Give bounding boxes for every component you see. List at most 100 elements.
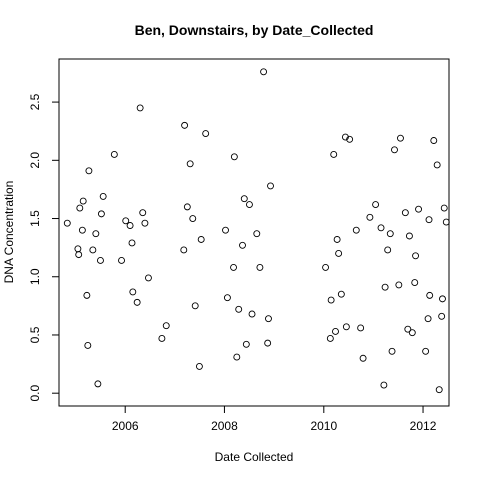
data-point — [84, 342, 92, 349]
data-point — [435, 386, 443, 394]
data-point — [122, 217, 130, 225]
y-tick-label: 1.0 — [28, 268, 42, 285]
data-point — [191, 302, 199, 310]
data-point — [426, 291, 434, 299]
data-point — [253, 230, 261, 238]
x-axis-label: Date Collected — [215, 450, 294, 464]
data-point — [197, 236, 205, 243]
data-point — [139, 209, 147, 217]
data-point — [248, 310, 256, 318]
data-point — [74, 245, 82, 253]
y-tick-label: 1.5 — [28, 210, 42, 227]
data-point — [357, 324, 365, 332]
data-point — [380, 381, 388, 389]
data-point — [424, 315, 432, 323]
data-point — [430, 137, 438, 144]
data-point — [391, 146, 398, 154]
data-point — [327, 296, 335, 304]
data-point — [118, 257, 125, 264]
data-point — [158, 335, 166, 342]
data-point — [63, 219, 71, 227]
data-point — [189, 215, 197, 222]
data-point — [239, 241, 246, 249]
data-point — [99, 192, 107, 200]
x-tick-label: 2008 — [211, 419, 238, 433]
data-point — [381, 283, 389, 291]
data-point — [128, 239, 136, 247]
data-point — [397, 134, 404, 142]
data-point — [425, 216, 433, 224]
data-point — [230, 263, 237, 271]
data-point — [240, 195, 248, 203]
x-tick-label: 2012 — [410, 419, 437, 433]
data-point — [412, 252, 420, 260]
data-point — [97, 257, 104, 264]
data-point — [89, 246, 97, 254]
data-point — [439, 295, 446, 303]
data-point — [408, 329, 416, 337]
data-point — [97, 210, 105, 218]
data-point — [183, 203, 191, 211]
data-point — [76, 204, 84, 212]
data-point — [79, 197, 87, 205]
data-point — [405, 232, 413, 240]
data-point — [388, 347, 396, 355]
data-point — [83, 291, 91, 299]
x-tick-label: 2010 — [310, 419, 337, 433]
data-point — [245, 201, 253, 209]
data-point — [223, 294, 231, 302]
data-point — [85, 167, 93, 175]
data-point — [401, 209, 409, 217]
x-axis: 2006 2008 2010 2012 — [112, 405, 437, 433]
data-points — [63, 68, 450, 394]
data-point — [333, 236, 341, 243]
data-point — [322, 263, 330, 271]
y-tick-label: 0.0 — [28, 385, 42, 402]
data-point — [377, 224, 385, 232]
data-point — [260, 68, 268, 76]
data-point — [92, 230, 100, 238]
data-point — [94, 380, 102, 388]
data-point — [422, 347, 430, 355]
data-point — [264, 339, 272, 347]
data-point — [267, 182, 274, 190]
data-point — [433, 161, 441, 169]
data-point — [195, 362, 203, 370]
data-point — [265, 315, 272, 323]
data-point — [162, 322, 170, 330]
y-axis: 0.0 0.5 1.0 1.5 2.0 2.5 — [28, 93, 60, 402]
data-point — [141, 219, 149, 227]
data-point — [144, 274, 152, 282]
data-point — [242, 340, 250, 348]
data-point — [404, 325, 412, 333]
data-point — [330, 151, 338, 158]
data-point — [256, 263, 264, 271]
y-tick-label: 2.0 — [28, 152, 42, 169]
data-point — [202, 130, 210, 137]
data-point — [395, 281, 403, 289]
data-point — [440, 204, 448, 212]
data-point — [386, 230, 394, 238]
data-point — [352, 226, 360, 234]
data-point — [384, 246, 392, 254]
data-point — [341, 133, 349, 141]
data-point — [346, 135, 354, 143]
data-point — [133, 298, 141, 306]
data-point — [438, 312, 446, 320]
data-point — [366, 213, 374, 221]
data-point — [332, 328, 339, 335]
chart-title: Ben, Downstairs, by Date_Collected — [135, 22, 374, 38]
y-axis-label: DNA Concentration — [2, 181, 16, 284]
data-point — [326, 335, 334, 342]
data-point — [233, 353, 241, 361]
data-point — [359, 354, 367, 362]
data-point — [222, 226, 229, 234]
data-point — [126, 222, 134, 229]
y-tick-label: 0.5 — [28, 326, 42, 343]
y-tick-label: 2.5 — [28, 93, 42, 110]
data-point — [442, 218, 450, 226]
data-point — [78, 226, 86, 234]
data-point — [180, 246, 188, 254]
